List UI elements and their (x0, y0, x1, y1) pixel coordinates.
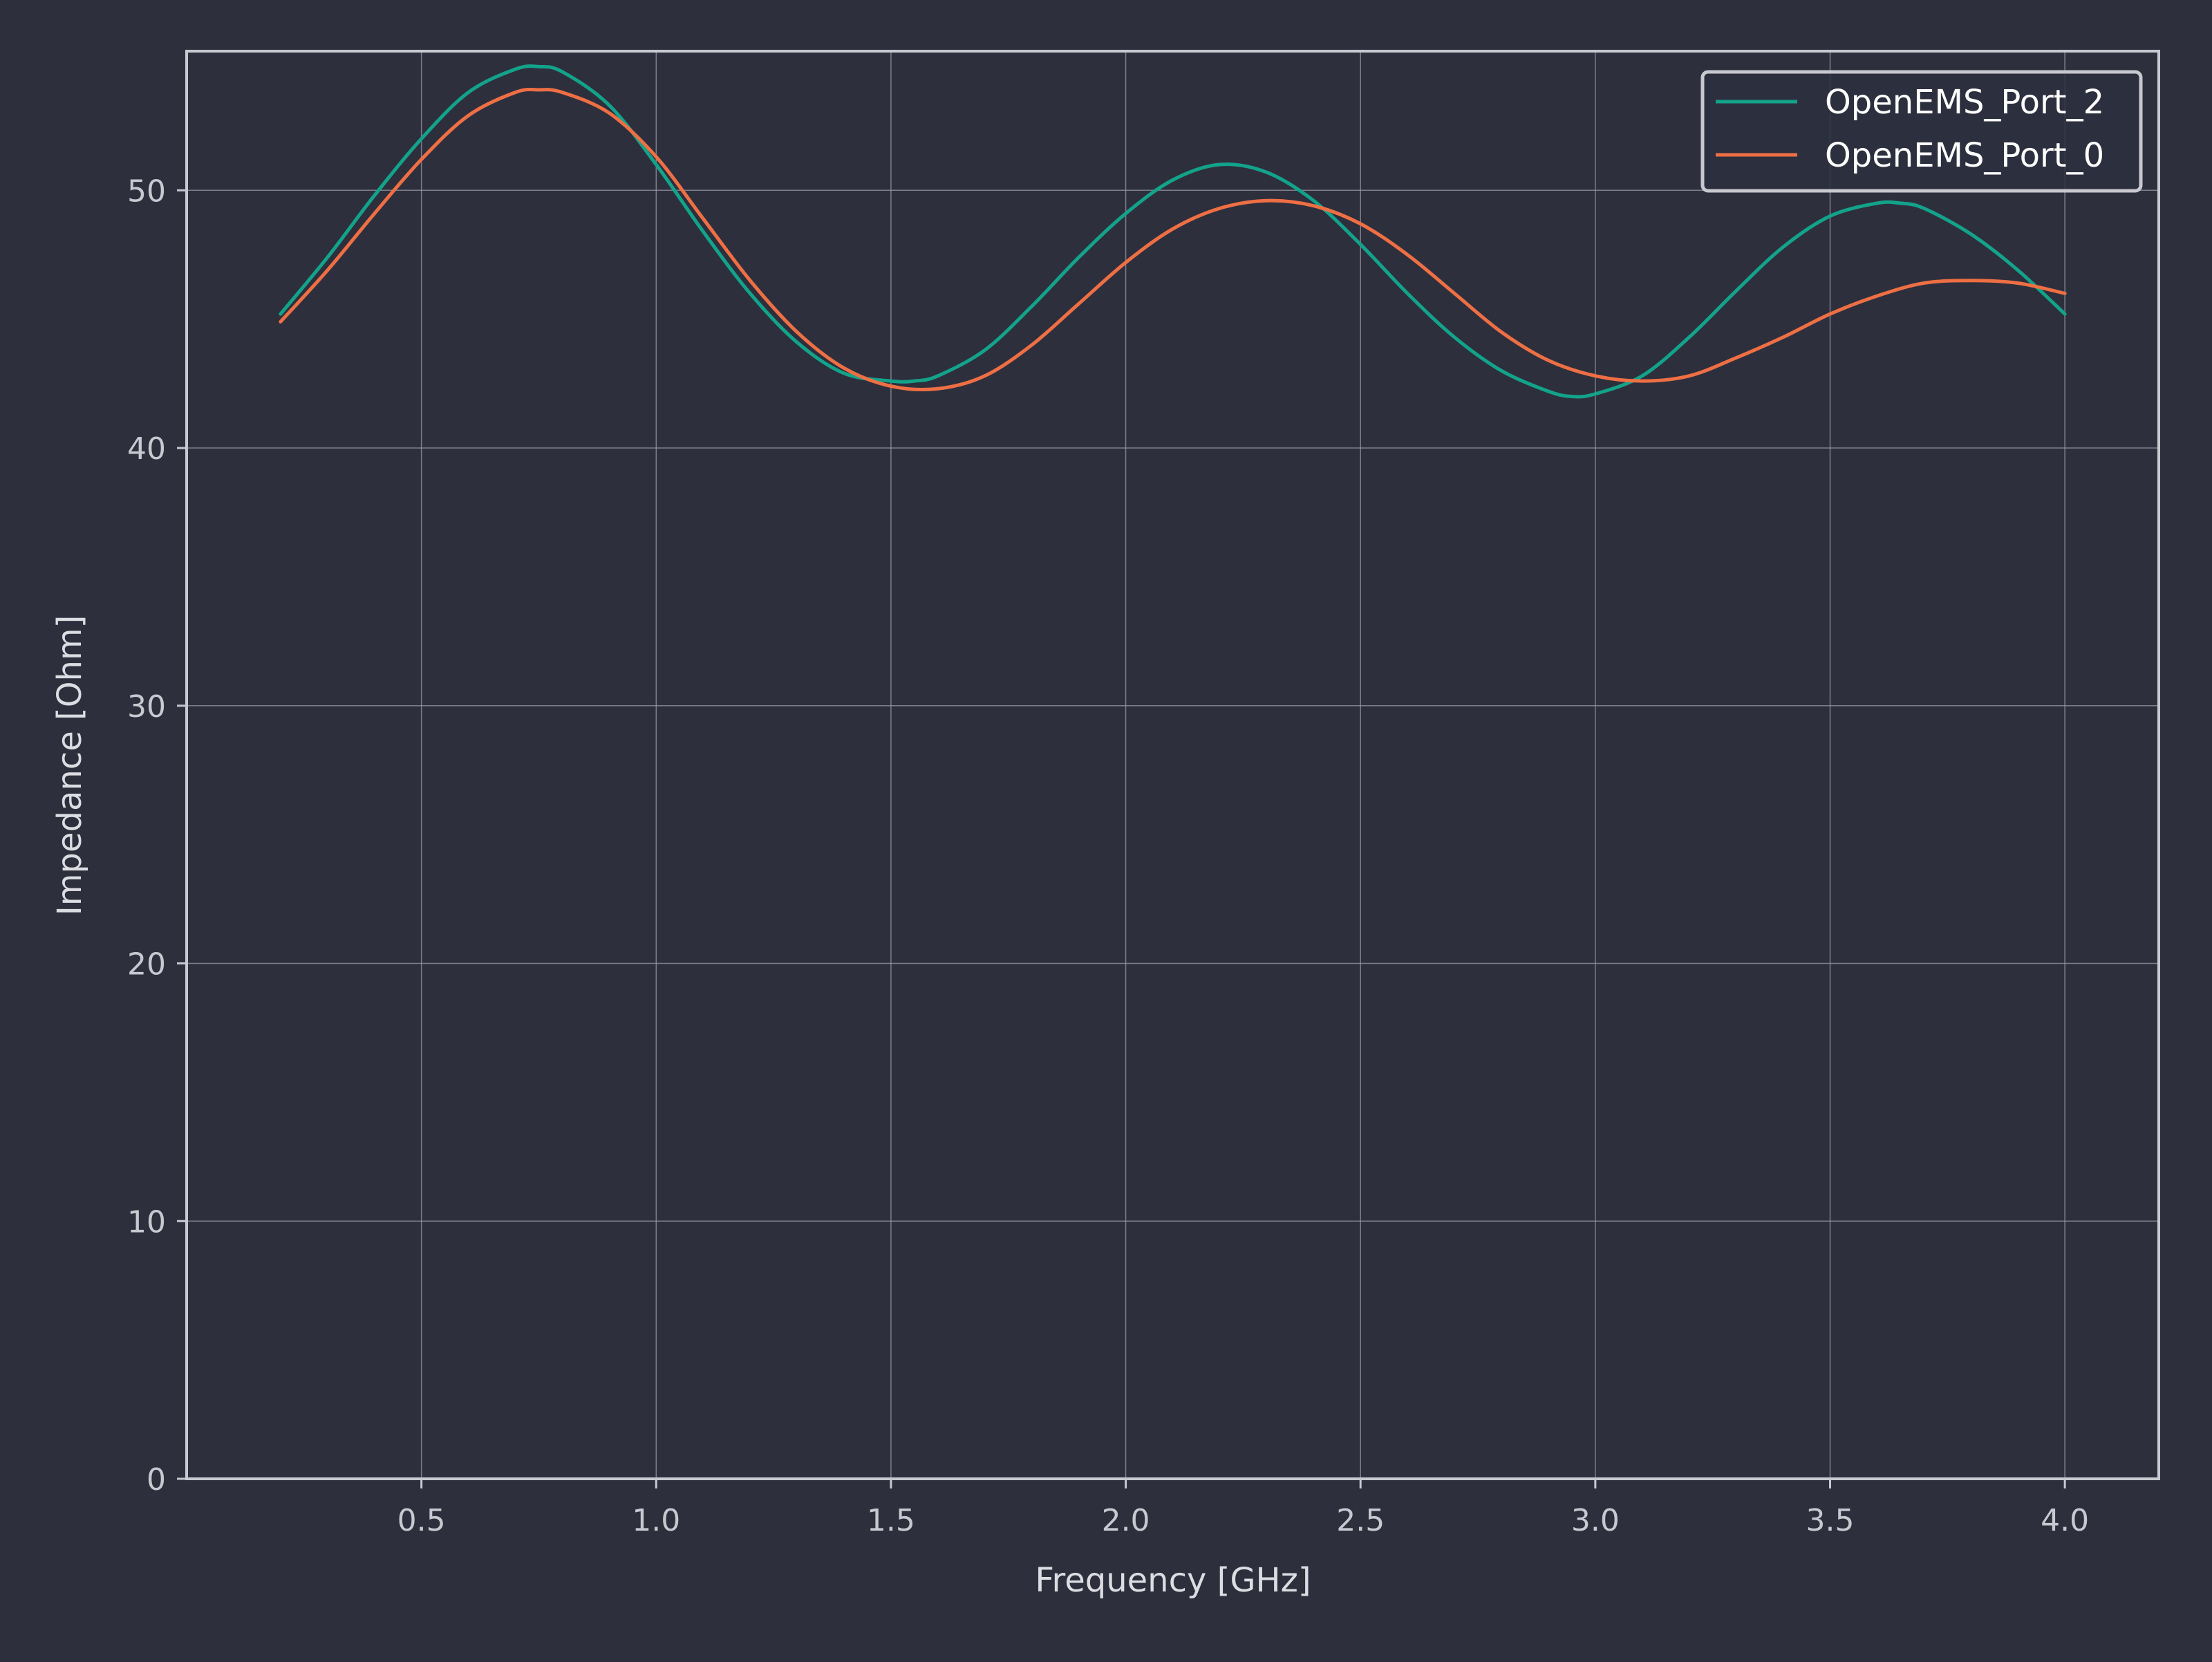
y-tick-label: 40 (127, 431, 166, 467)
legend-label-port-0: OpenEMS_Port_0 (1825, 136, 2104, 175)
x-tick-label: 3.0 (1571, 1503, 1620, 1538)
legend: OpenEMS_Port_2 OpenEMS_Port_0 (1700, 70, 2143, 193)
x-tick-label: 2.5 (1336, 1503, 1385, 1538)
x-tick-label: 2.0 (1102, 1503, 1150, 1538)
y-tick-label: 50 (127, 174, 166, 209)
series-line-port-0 (279, 87, 2067, 392)
y-tick-label: 0 (147, 1462, 166, 1497)
legend-label-port-2: OpenEMS_Port_2 (1825, 83, 2104, 122)
x-tick-label: 4.0 (2041, 1503, 2089, 1538)
y-tick-label: 10 (127, 1204, 166, 1240)
y-axis-label: Impedance [Ohm] (50, 615, 89, 916)
x-tick-label: 3.5 (1806, 1503, 1855, 1538)
x-tick-label: 1.5 (867, 1503, 915, 1538)
y-tick-label: 20 (127, 947, 166, 982)
plot-frame (185, 50, 2160, 1480)
x-tick-label: 1.0 (632, 1503, 680, 1538)
series-lines (279, 64, 2067, 399)
x-axis-label: Frequency [GHz] (1035, 1561, 1311, 1600)
y-tick-label: 30 (127, 689, 166, 725)
axis-ticks: 0.5 1.0 1.5 2.0 2.5 3.0 3.5 4.0 0 10 20 30 40 50 (127, 174, 2089, 1538)
series-line-port-2 (279, 64, 2067, 399)
legend-box (1700, 70, 2143, 193)
x-tick-label: 0.5 (397, 1503, 446, 1538)
